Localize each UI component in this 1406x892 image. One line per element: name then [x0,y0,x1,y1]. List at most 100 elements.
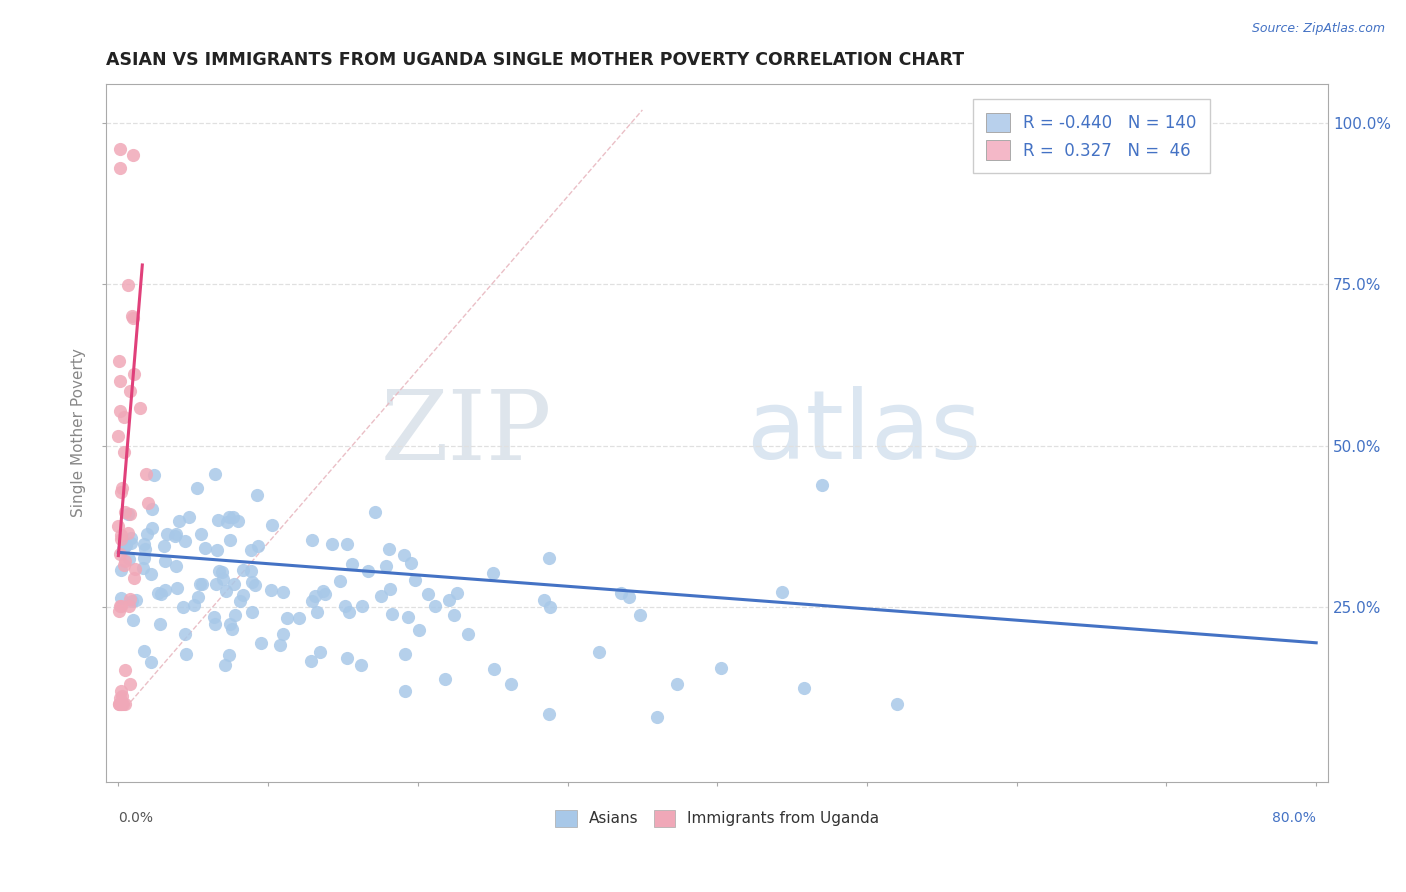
Point [218,648,240,663]
Point [121,594,143,608]
Text: ZIP: ZIP [381,386,553,480]
Text: Source: ZipAtlas.com: Source: ZipAtlas.com [1251,22,1385,36]
Point [153,539,176,553]
Point [439,593,461,607]
Point [114,539,136,553]
Point [288,611,311,625]
Point [187,591,209,605]
Point [269,638,291,652]
Point [124,562,146,576]
Point [224,607,246,622]
Point [271,627,294,641]
Point [112,558,135,572]
Point [108,142,131,156]
Point [666,676,689,690]
Point [111,697,134,711]
Point [107,604,129,618]
Point [202,610,225,624]
Point [117,552,139,566]
Point [221,622,243,636]
Point [619,590,641,604]
Point [110,591,132,605]
Point [114,538,136,552]
Point [793,681,815,695]
Point [240,575,263,590]
Point [381,607,404,622]
Point [124,571,146,585]
Point [108,599,131,613]
Point [645,710,668,724]
Point [143,467,166,482]
Point [107,519,129,533]
Point [117,507,139,521]
Point [404,573,426,587]
Point [886,697,908,711]
Point [204,616,226,631]
Point [314,587,336,601]
Point [173,627,195,641]
Point [533,592,555,607]
Point [110,161,132,175]
Point [114,554,136,568]
Point [134,542,156,557]
Point [212,572,235,586]
Point [129,401,152,416]
Point [125,593,148,607]
Point [232,563,254,577]
Point [204,467,226,481]
Point [538,551,561,566]
Point [434,672,457,686]
Point [136,527,159,541]
Point [228,593,250,607]
Point [111,689,134,703]
Point [416,587,439,601]
Point [165,559,187,574]
Point [141,567,163,582]
Point [709,660,731,674]
Point [218,509,240,524]
Point [110,532,132,546]
Point [110,484,132,499]
Point [336,537,359,551]
Point [117,278,139,293]
Point [108,403,131,417]
Point [169,514,191,528]
Point [304,589,326,603]
Point [499,677,522,691]
Point [207,513,229,527]
Point [394,647,416,661]
Point [110,684,132,698]
Point [301,593,323,607]
Point [610,585,633,599]
Point [342,557,364,571]
Point [408,623,430,637]
Point [329,574,352,589]
Point [132,561,155,575]
Point [108,697,131,711]
Point [112,410,135,425]
Point [335,599,357,614]
Point [337,605,360,619]
Point [446,585,468,599]
Point [120,507,142,521]
Point [146,585,169,599]
Point [111,481,134,495]
Point [120,384,142,398]
Point [350,658,373,673]
Point [214,658,236,673]
Point [135,467,157,482]
Point [394,548,416,562]
Point [122,311,145,326]
Point [148,617,170,632]
Point [246,488,269,502]
Text: 0.0%: 0.0% [118,811,153,825]
Point [132,537,155,551]
Point [305,606,328,620]
Point [243,577,266,591]
Point [350,599,373,613]
Point [484,662,506,676]
Point [118,599,141,613]
Point [165,526,187,541]
Point [299,654,322,668]
Point [260,517,283,532]
